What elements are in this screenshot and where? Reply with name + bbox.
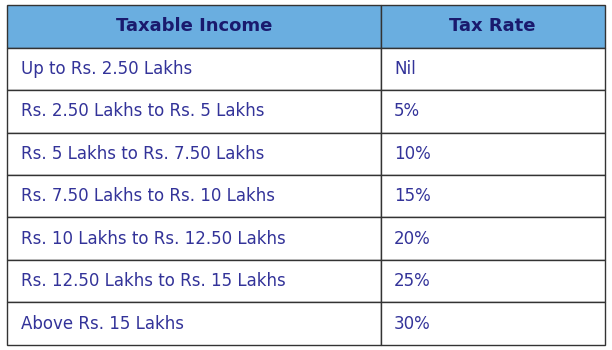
- Text: 10%: 10%: [394, 145, 431, 163]
- Bar: [381, 302, 605, 345]
- Bar: [7, 133, 381, 175]
- Bar: [7, 175, 381, 217]
- Bar: [381, 5, 605, 48]
- Text: 5%: 5%: [394, 102, 420, 120]
- Text: Nil: Nil: [394, 60, 416, 78]
- Text: 20%: 20%: [394, 230, 431, 248]
- Bar: [7, 302, 381, 345]
- Text: 30%: 30%: [394, 315, 431, 332]
- Text: Rs. 12.50 Lakhs to Rs. 15 Lakhs: Rs. 12.50 Lakhs to Rs. 15 Lakhs: [21, 272, 286, 290]
- Bar: [7, 5, 381, 48]
- Bar: [381, 133, 605, 175]
- Bar: [381, 260, 605, 302]
- Text: Rs. 2.50 Lakhs to Rs. 5 Lakhs: Rs. 2.50 Lakhs to Rs. 5 Lakhs: [21, 102, 264, 120]
- Text: Rs. 5 Lakhs to Rs. 7.50 Lakhs: Rs. 5 Lakhs to Rs. 7.50 Lakhs: [21, 145, 264, 163]
- Bar: [7, 48, 381, 90]
- Text: 25%: 25%: [394, 272, 431, 290]
- Text: Rs. 10 Lakhs to Rs. 12.50 Lakhs: Rs. 10 Lakhs to Rs. 12.50 Lakhs: [21, 230, 286, 248]
- Bar: [7, 217, 381, 260]
- Text: 15%: 15%: [394, 187, 431, 205]
- Bar: [7, 260, 381, 302]
- Text: Above Rs. 15 Lakhs: Above Rs. 15 Lakhs: [21, 315, 184, 332]
- Text: Tax Rate: Tax Rate: [449, 18, 536, 35]
- Bar: [381, 90, 605, 133]
- Bar: [381, 217, 605, 260]
- Bar: [381, 175, 605, 217]
- Text: Up to Rs. 2.50 Lakhs: Up to Rs. 2.50 Lakhs: [21, 60, 192, 78]
- Bar: [381, 48, 605, 90]
- Text: Taxable Income: Taxable Income: [116, 18, 272, 35]
- Text: Rs. 7.50 Lakhs to Rs. 10 Lakhs: Rs. 7.50 Lakhs to Rs. 10 Lakhs: [21, 187, 275, 205]
- Bar: [7, 90, 381, 133]
